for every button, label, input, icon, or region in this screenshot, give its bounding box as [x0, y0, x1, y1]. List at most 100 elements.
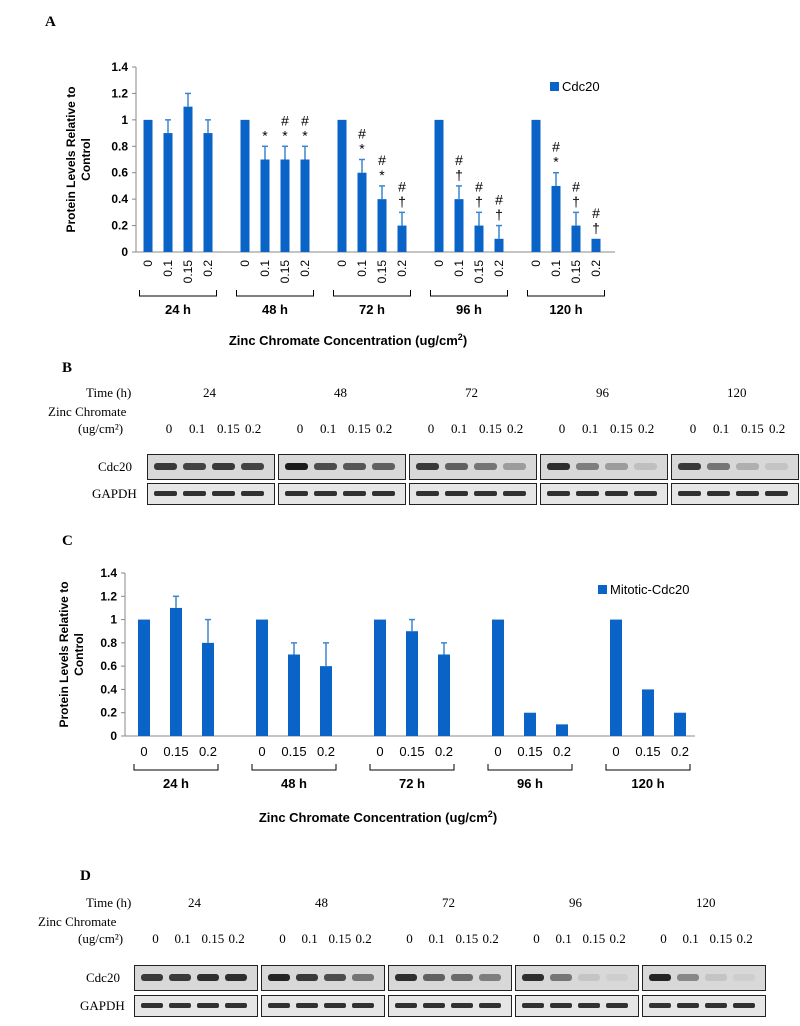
- cdc20-band: [212, 463, 235, 470]
- concentration-value: 0.1: [682, 931, 699, 946]
- group-label: 48 h: [262, 302, 288, 317]
- concentration-value: 0.15: [582, 931, 606, 946]
- cdc20-band: [372, 463, 395, 470]
- bar: [288, 654, 300, 736]
- concentration-value: 0: [279, 931, 286, 946]
- cdc20-band: [225, 974, 247, 981]
- time-value: 24: [203, 385, 216, 400]
- cdc20-band: [343, 463, 366, 470]
- time-value: 120: [696, 895, 716, 910]
- cdc20-band: [268, 974, 290, 981]
- concentration-value: 0.1: [174, 931, 191, 946]
- x-tick-label: 0: [376, 744, 383, 759]
- concentration-value: 0.2: [245, 421, 262, 436]
- gapdh-band: [352, 1003, 374, 1008]
- y-tick-label: 1: [121, 113, 128, 127]
- bar: [357, 172, 367, 252]
- group-bracket: [487, 764, 573, 771]
- cdc20-band: [649, 974, 671, 981]
- y-axis-label: Protein Levels Relative toControl: [64, 86, 93, 232]
- concentration-value: 0.15: [217, 421, 240, 436]
- concentration-value: 0.1: [428, 931, 445, 946]
- concentration-value: 0.15: [610, 421, 633, 436]
- concentration-value: 0.2: [376, 421, 393, 436]
- group-label: 96 h: [456, 302, 482, 317]
- bar: [642, 689, 654, 736]
- cdc20-band: [169, 974, 191, 981]
- concentration-value: 0.2: [228, 931, 245, 946]
- legend-label: Cdc20: [562, 79, 600, 94]
- time-label: Time (h): [86, 385, 132, 400]
- y-tick-label: 0.8: [100, 636, 117, 650]
- gapdh-band: [503, 491, 526, 496]
- group-bracket: [430, 290, 508, 297]
- gapdh-band: [296, 1003, 318, 1008]
- gapdh-blot-strip: [671, 483, 799, 505]
- gapdh-band: [705, 1003, 727, 1008]
- cdc20-band: [765, 463, 788, 470]
- time-value: 48: [315, 895, 328, 910]
- cdc20-band: [183, 463, 206, 470]
- y-tick-label: 0.6: [100, 659, 117, 673]
- gapdh-blot-strip: [540, 483, 668, 505]
- significance-mark: †: [495, 207, 503, 223]
- cdc20-band: [733, 974, 755, 981]
- bar: [202, 642, 214, 736]
- y-axis-label-line: Protein Levels Relative to: [57, 581, 71, 727]
- gapdh-band: [678, 491, 701, 496]
- cdc20-blot-strip: [409, 454, 537, 480]
- group-label: 48 h: [281, 776, 307, 791]
- x-tick-label: 0.2: [298, 260, 312, 277]
- gapdh-blot-strip: [261, 995, 385, 1017]
- zinc-chromate-label: Zinc Chromate: [48, 404, 127, 419]
- gapdh-band: [578, 1003, 600, 1008]
- concentration-value: 0.1: [189, 421, 206, 436]
- concentration-value: 0.15: [479, 421, 502, 436]
- group-bracket: [527, 290, 605, 297]
- x-tick-label: 0.15: [375, 260, 389, 284]
- x-tick-label: 0.15: [278, 260, 292, 284]
- gapdh-blot-strip: [388, 995, 512, 1017]
- significance-mark: *: [359, 141, 365, 157]
- cdc20-band: [141, 974, 163, 981]
- x-axis-label: Zinc Chromate Concentration (ug/cm2): [259, 809, 497, 825]
- cdc20-band: [241, 463, 264, 470]
- gapdh-band: [285, 491, 308, 496]
- bar: [494, 238, 504, 252]
- x-tick-label: 0.2: [201, 260, 215, 277]
- x-axis-label-superscript: 2: [488, 809, 493, 819]
- bar: [591, 238, 601, 252]
- gapdh-blot-strip: [409, 483, 537, 505]
- x-tick-label: 0: [529, 260, 543, 267]
- significance-mark: †: [475, 193, 483, 209]
- x-tick-label: 0.15: [281, 744, 306, 759]
- concentration-value: 0.1: [582, 421, 599, 436]
- cdc20-band: [416, 463, 439, 470]
- significance-mark: *: [262, 127, 268, 143]
- cdc20-band: [707, 463, 730, 470]
- y-tick-label: 0.2: [100, 706, 117, 720]
- significance-mark: #: [455, 152, 463, 168]
- group-bracket: [369, 764, 455, 771]
- time-label: Time (h): [86, 895, 132, 910]
- gapdh-band: [141, 1003, 163, 1008]
- gapdh-band: [183, 491, 206, 496]
- cdc20-band: [423, 974, 445, 981]
- concentration-value: 0.2: [507, 421, 524, 436]
- gapdh-band: [241, 491, 264, 496]
- x-tick-label: 0.2: [395, 260, 409, 277]
- cdc20-band: [474, 463, 497, 470]
- y-tick-label: 0.8: [111, 139, 128, 153]
- x-tick-label: 0.15: [569, 260, 583, 284]
- x-tick-label: 0.1: [452, 260, 466, 277]
- cdc20-blot-strip: [540, 454, 668, 480]
- bar: [183, 106, 193, 253]
- significance-mark: #: [572, 178, 580, 194]
- gapdh-blot-strip: [134, 995, 258, 1017]
- cdc20-blot-strip: [515, 965, 639, 991]
- gapdh-band: [169, 1003, 191, 1008]
- gapdh-band: [423, 1003, 445, 1008]
- bar: [454, 199, 464, 252]
- concentration-value: 0.1: [320, 421, 337, 436]
- cdc20-blot-strip: [388, 965, 512, 991]
